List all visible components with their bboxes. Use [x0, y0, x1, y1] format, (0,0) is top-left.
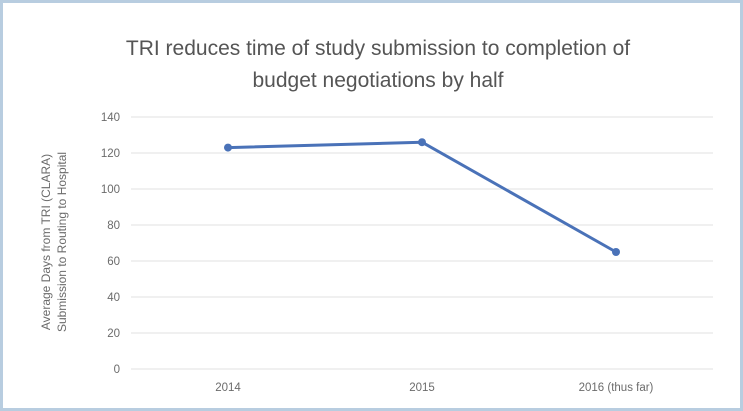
- data-point: [224, 143, 232, 152]
- x-tick-label: 2015: [409, 382, 435, 394]
- data-point: [418, 138, 426, 147]
- y-tick-label: 100: [101, 184, 120, 196]
- y-tick-label: 120: [101, 148, 120, 160]
- gridlines: [131, 116, 713, 370]
- chart-title-line2: budget negotiations by half: [252, 69, 504, 92]
- series-line: [227, 140, 617, 254]
- chart-title-line1: TRI reduces time of study submission to …: [125, 37, 631, 60]
- x-axis-ticks: 2014 2015 2016 (thus far): [215, 382, 653, 394]
- y-tick-label: 140: [101, 112, 120, 124]
- series-group: [224, 138, 620, 256]
- y-tick-label: 40: [107, 292, 120, 304]
- y-tick-label: 0: [114, 364, 120, 376]
- y-tick-label: 20: [107, 328, 120, 340]
- x-tick-label: 2016 (thus far): [579, 382, 654, 394]
- y-axis-ticks: 0 20 40 60 80 100 120 140: [101, 112, 120, 376]
- y-tick-label: 80: [107, 220, 120, 232]
- y-axis-label: Average Days from TRI (CLARA) Submission…: [39, 152, 69, 332]
- chart-title: TRI reduces time of study submission to …: [33, 33, 723, 97]
- y-axis-label-line1: Average Days from TRI (CLARA): [39, 154, 53, 330]
- y-tick-label: 60: [107, 256, 120, 268]
- y-axis-label-line2: Submission to Routing to Hospital: [55, 152, 69, 332]
- x-tick-label: 2014: [215, 382, 241, 394]
- data-point: [612, 248, 620, 256]
